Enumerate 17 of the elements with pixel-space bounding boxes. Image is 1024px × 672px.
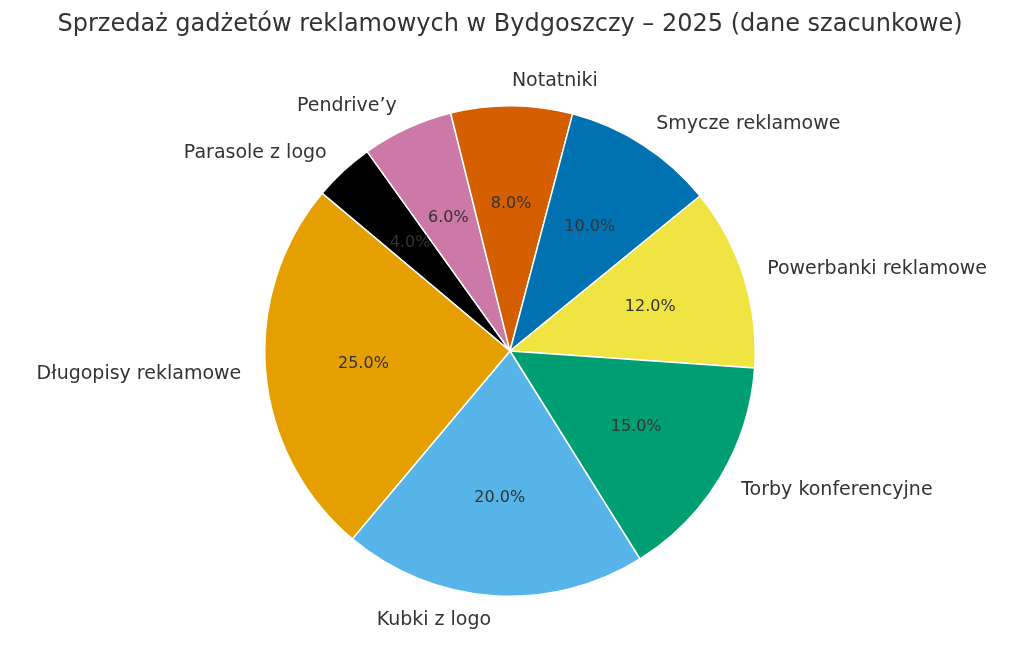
slice-label: Powerbanki reklamowe xyxy=(767,256,988,279)
slice-label: Torby konferencyjne xyxy=(740,476,933,499)
slice-label: Długopisy reklamowe xyxy=(36,361,242,384)
slice-label: Notatniki xyxy=(511,68,598,91)
data-label: 10.0% xyxy=(564,216,616,236)
data-label: 6.0% xyxy=(427,206,469,226)
data-label: 4.0% xyxy=(389,232,431,252)
slice-label: Pendrive’y xyxy=(296,93,397,116)
slice-label: Smycze reklamowe xyxy=(656,111,841,134)
slice-label: Parasole z logo xyxy=(183,140,327,162)
data-label: 8.0% xyxy=(490,193,532,213)
data-label: 20.0% xyxy=(474,486,526,506)
data-label: 15.0% xyxy=(610,415,662,435)
chart-title: Sprzedaż gadżetów reklamowych w Bydgoszczy – 2025 (dane szacunkowe) xyxy=(57,9,963,38)
slice-label: Kubki z logo xyxy=(376,607,492,630)
data-label: 12.0% xyxy=(624,295,676,315)
data-label: 25.0% xyxy=(338,352,389,372)
